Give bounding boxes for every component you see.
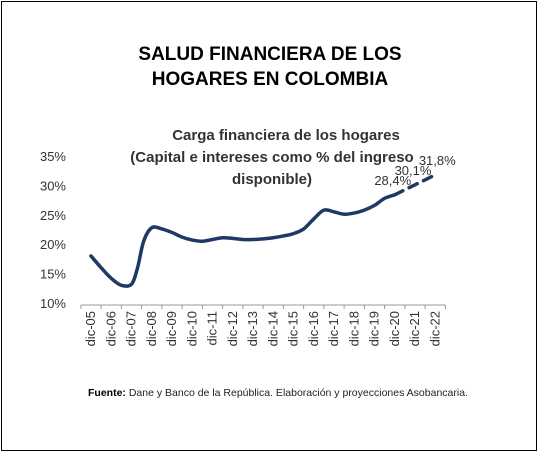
x-tick-label-dic-18: dic-18: [346, 311, 361, 346]
y-tick-label-25: 25%: [40, 208, 66, 223]
source-label: Fuente:: [88, 387, 126, 399]
y-tick-label-35: 35%: [40, 149, 66, 164]
y-axis: 10% 15% 20% 25% 30% 35%: [40, 149, 66, 311]
chart-title-line-1: Carga financiera de los hogares: [172, 127, 400, 144]
x-tick-label-dic-19: dic-19: [367, 311, 382, 346]
line-chart: Carga financiera de los hogares (Capital…: [40, 127, 456, 346]
source-note: Fuente: Dane y Banco de la República. El…: [88, 387, 483, 400]
x-tick-label-dic-12: dic-12: [225, 311, 240, 346]
x-axis: dic-05 dic-06 dic-07 dic-08 dic-09 dic-10 dic-…: [80, 304, 446, 346]
chart-title-line-2: (Capital e intereses como % del ingreso: [130, 149, 413, 166]
page-title: SALUD FINANCIERA DE LOS HOGARES EN COLOM…: [2, 42, 538, 92]
y-tick-label-20: 20%: [40, 237, 66, 252]
x-tick-label-dic-07: dic-07: [124, 311, 139, 346]
x-tick-label-dic-06: dic-06: [103, 311, 118, 346]
x-tick-label-dic-16: dic-16: [306, 311, 321, 346]
title-line-1: SALUD FINANCIERA DE LOS: [138, 44, 402, 65]
x-tick-label-dic-10: dic-10: [184, 311, 199, 346]
x-tick-label-dic-20: dic-20: [387, 311, 402, 346]
chart-title-line-3: disponible): [232, 171, 312, 188]
y-tick-label-15: 15%: [40, 267, 66, 282]
x-tick-label-dic-13: dic-13: [245, 311, 260, 346]
data-label-17: 31,8%: [419, 153, 456, 168]
x-tick-label-dic-17: dic-17: [326, 311, 341, 346]
data-label-15: 28,4%: [374, 173, 411, 188]
y-tick-label-10: 10%: [40, 296, 66, 311]
y-tick-label-30: 30%: [40, 178, 66, 193]
projection-line: [393, 173, 437, 197]
title-line-2: HOGARES EN COLOMBIA: [151, 69, 389, 90]
x-tick-label-dic-22: dic-22: [427, 311, 442, 346]
x-tick-label-dic-15: dic-15: [286, 311, 301, 346]
x-tick-label-dic-05: dic-05: [83, 311, 98, 346]
x-tick-label-dic-09: dic-09: [164, 311, 179, 346]
x-tick-label-dic-14: dic-14: [265, 311, 280, 346]
historical-line: [89, 193, 397, 288]
chart-title: Carga financiera de los hogares (Capital…: [130, 127, 413, 188]
x-tick-label-dic-08: dic-08: [144, 311, 159, 346]
x-tick-label-dic-11: dic-11: [205, 311, 220, 345]
plot-area: 28,4%30,1%31,8%: [89, 153, 456, 288]
x-tick-label-dic-21: dic-21: [407, 311, 422, 346]
source-text: Dane y Banco de la República. Elaboració…: [128, 387, 468, 399]
data-label-16: 30,1%: [395, 163, 432, 178]
